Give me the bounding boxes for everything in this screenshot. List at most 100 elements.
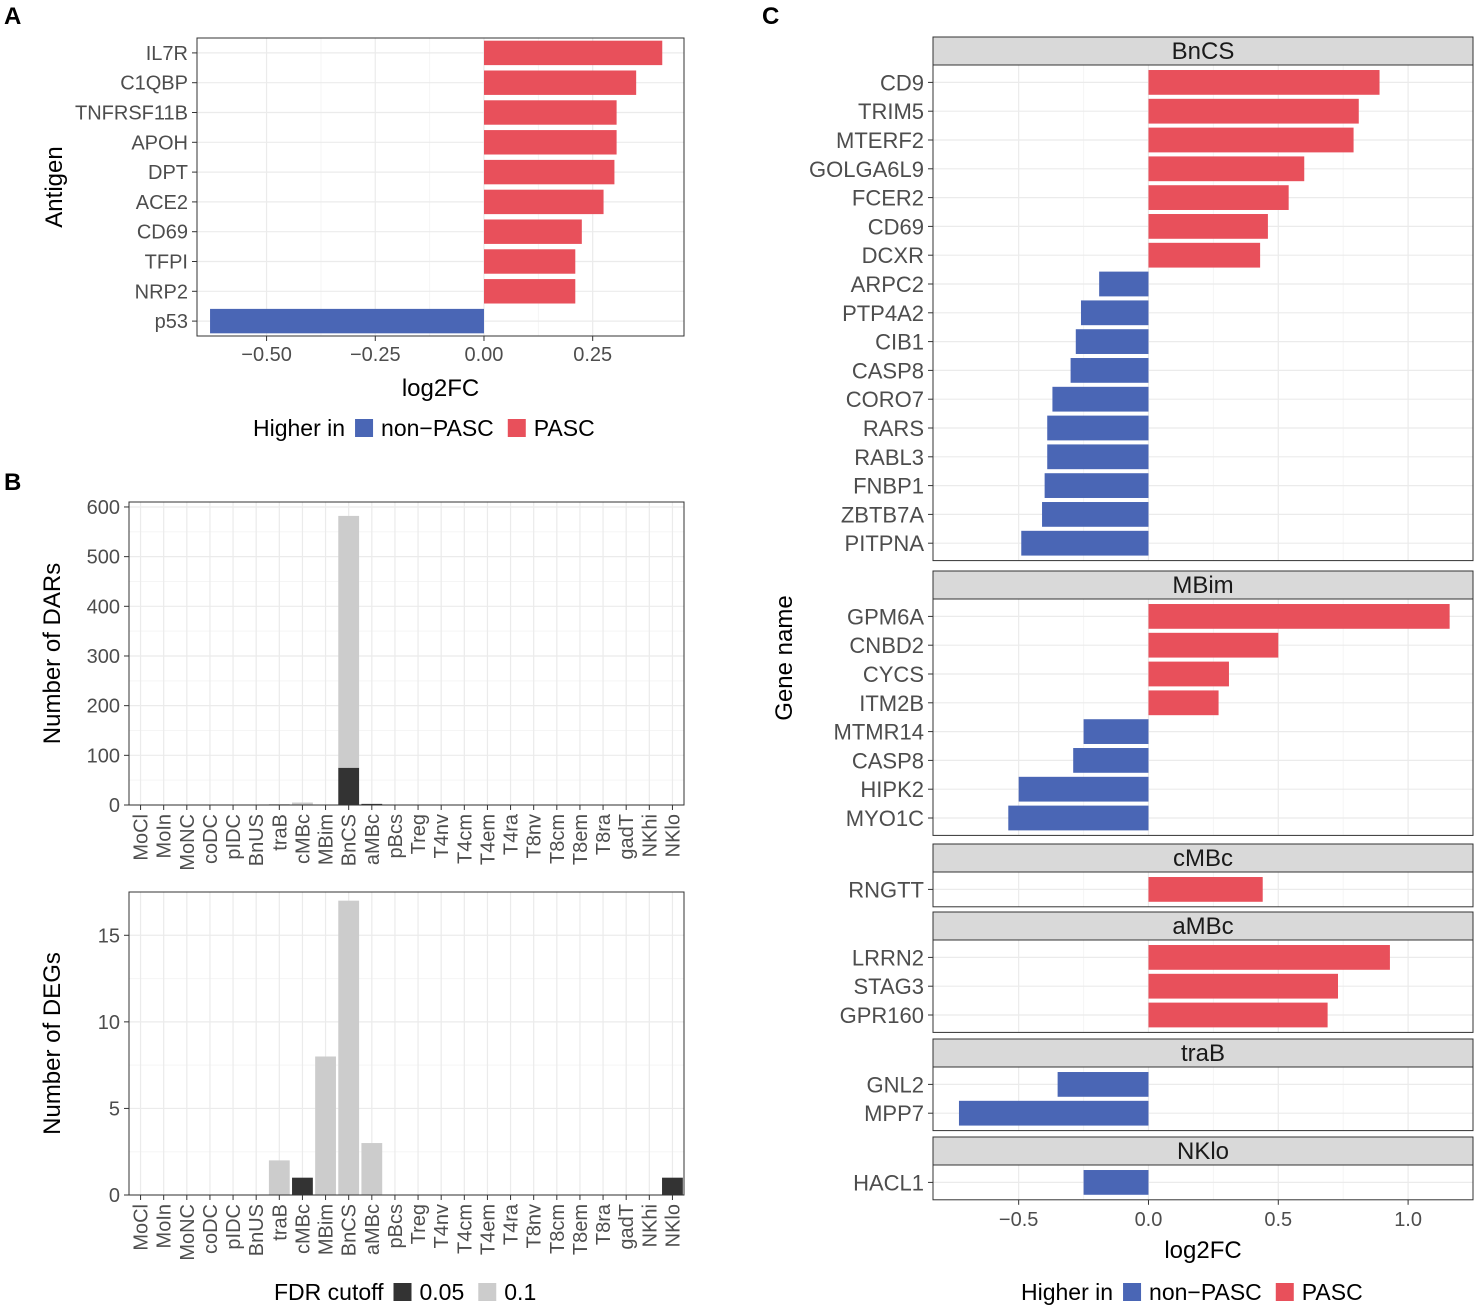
y-tick-label: CD69 [868,214,924,239]
x-tick-label: 0.0 [1135,1209,1163,1231]
facet-strip-label: BnCS [1172,38,1235,65]
x-tick-label: BnUS [246,814,268,866]
x-tick-label: T4cm [454,1204,476,1254]
x-tick-label: 0.5 [1264,1209,1292,1231]
facet-trab: traB GNL2 MPP7 [864,1038,1474,1132]
bar-golga6l9 [1148,156,1305,182]
x-tick-label: 0.00 [465,344,504,366]
x-tick-label: coDC [200,814,222,864]
bar-bncs-fdr-01 [338,515,360,768]
x-tick-label: MoCl [131,1204,153,1251]
bar-cd69 [483,219,582,244]
bar-rngtt [1148,877,1263,902]
bar-apoh [483,130,617,155]
x-tick-label: MBim [316,1204,338,1255]
legend-a: Higher in non−PASC PASC [253,415,595,441]
x-tick-label: NKhi [639,1204,661,1247]
bar-mpp7 [958,1100,1149,1126]
x-tick-label: 0.25 [573,344,612,366]
panel-border [932,1164,1474,1201]
x-tick-label: pIDC [223,1204,245,1250]
bar-mbim-fdr-01 [315,1056,336,1195]
y-tick-label: C1QBP [120,73,188,95]
facet-strip [932,36,1474,66]
x-tick-label: −0.50 [241,344,292,366]
facet-strip [932,1136,1474,1166]
bar-ace2 [483,189,604,215]
legend-label: PASC [534,415,595,441]
y-tick-label: LRRN2 [852,945,924,970]
x-tick-label: BnUS [246,1204,268,1256]
x-axis-title: log2FC [402,375,479,402]
x-tick-label: T8nv [524,1204,546,1248]
x-tick-label: MoIn [154,1204,176,1248]
x-tick-label: T4ra [501,1203,523,1245]
panel-border [128,501,685,806]
bar-stag3 [1148,973,1338,999]
legend-label: non−PASC [381,415,494,441]
facet-cmbc: cMBc RNGTT [848,843,1474,908]
y-tick-label: 600 [87,497,120,519]
facet-nklo: NKlo HACL1 [853,1136,1474,1201]
bar-coro7 [1052,386,1149,412]
bar-tfpi [483,249,576,274]
panel-border [128,891,685,1196]
bar-bncs-fdr-005 [338,767,360,805]
x-tick-label: T8nv [524,814,546,858]
y-tick-label: CIB1 [875,330,924,355]
panel-border [196,37,685,337]
y-axis-title: Antigen [41,146,68,227]
bar-gpm6a [1148,604,1450,629]
bar-cnbd2 [1148,632,1279,658]
legend-title: Higher in [1021,1279,1113,1305]
panel-border [932,939,1474,1033]
y-tick-label: 0 [109,1185,120,1207]
legend-c: Higher in non−PASC PASC [1021,1279,1363,1305]
bar-zbtb7a [1042,502,1149,527]
y-tick-label: RNGTT [848,877,924,902]
x-tick-label: NKhi [639,814,661,857]
y-tick-label: CD9 [880,70,924,95]
y-tick-label: RARS [863,416,924,441]
y-tick-label: 100 [87,745,120,767]
y-tick-label: PITPNA [845,531,925,556]
chart-number-of-degs: MoCl MoIn MoNC coDC pIDC BnUS traB cMBc MBim BnCS… [39,891,685,1261]
facet-strip-label: traB [1181,1040,1225,1067]
bar-itm2b [1148,690,1219,716]
y-tick-label: MTERF2 [836,128,924,153]
bar-il7r [483,40,663,66]
x-tick-label: NKlo [662,814,684,857]
facet-strip-label: aMBc [1172,913,1233,940]
y-tick-label: ZBTB7A [841,502,924,527]
legend-label: 0.05 [420,1279,465,1305]
x-tick-label: T4nv [431,1204,453,1248]
bar-rars [1047,415,1149,441]
x-tick-label: MoIn [154,814,176,858]
bar-arpc2 [1099,271,1149,297]
y-tick-label: GNL2 [867,1072,924,1097]
x-tick-label: MoCl [131,814,153,861]
x-tick-label: 1.0 [1394,1209,1422,1231]
bar-gnl2 [1057,1072,1149,1097]
bar-c1qbp [483,70,637,95]
bar-nklo-fdr-005 [662,1177,683,1195]
bar-cd69 [1148,214,1268,239]
x-tick-label: T8em [570,1204,592,1255]
bar-dcxr [1148,242,1261,268]
panel-border [932,598,1474,836]
legend-key [1275,1283,1294,1301]
y-tick-label: FCER2 [852,186,924,211]
x-tick-label: T8cm [547,1204,569,1254]
legend-label: 0.1 [504,1279,536,1305]
facet-strip-label: cMBc [1173,845,1233,872]
y-tick-label: p53 [155,311,188,333]
y-tick-label: 200 [87,696,120,718]
y-tick-label: 15 [98,925,120,947]
bar-fnbp1 [1044,473,1149,498]
x-tick-label: pBcs [385,1204,407,1248]
y-tick-label: CYCS [863,662,924,687]
y-tick-label: ARPC2 [851,272,924,297]
x-tick-label: T4em [477,1204,499,1255]
bar-cib1 [1075,329,1149,354]
y-tick-label: 10 [98,1012,120,1034]
